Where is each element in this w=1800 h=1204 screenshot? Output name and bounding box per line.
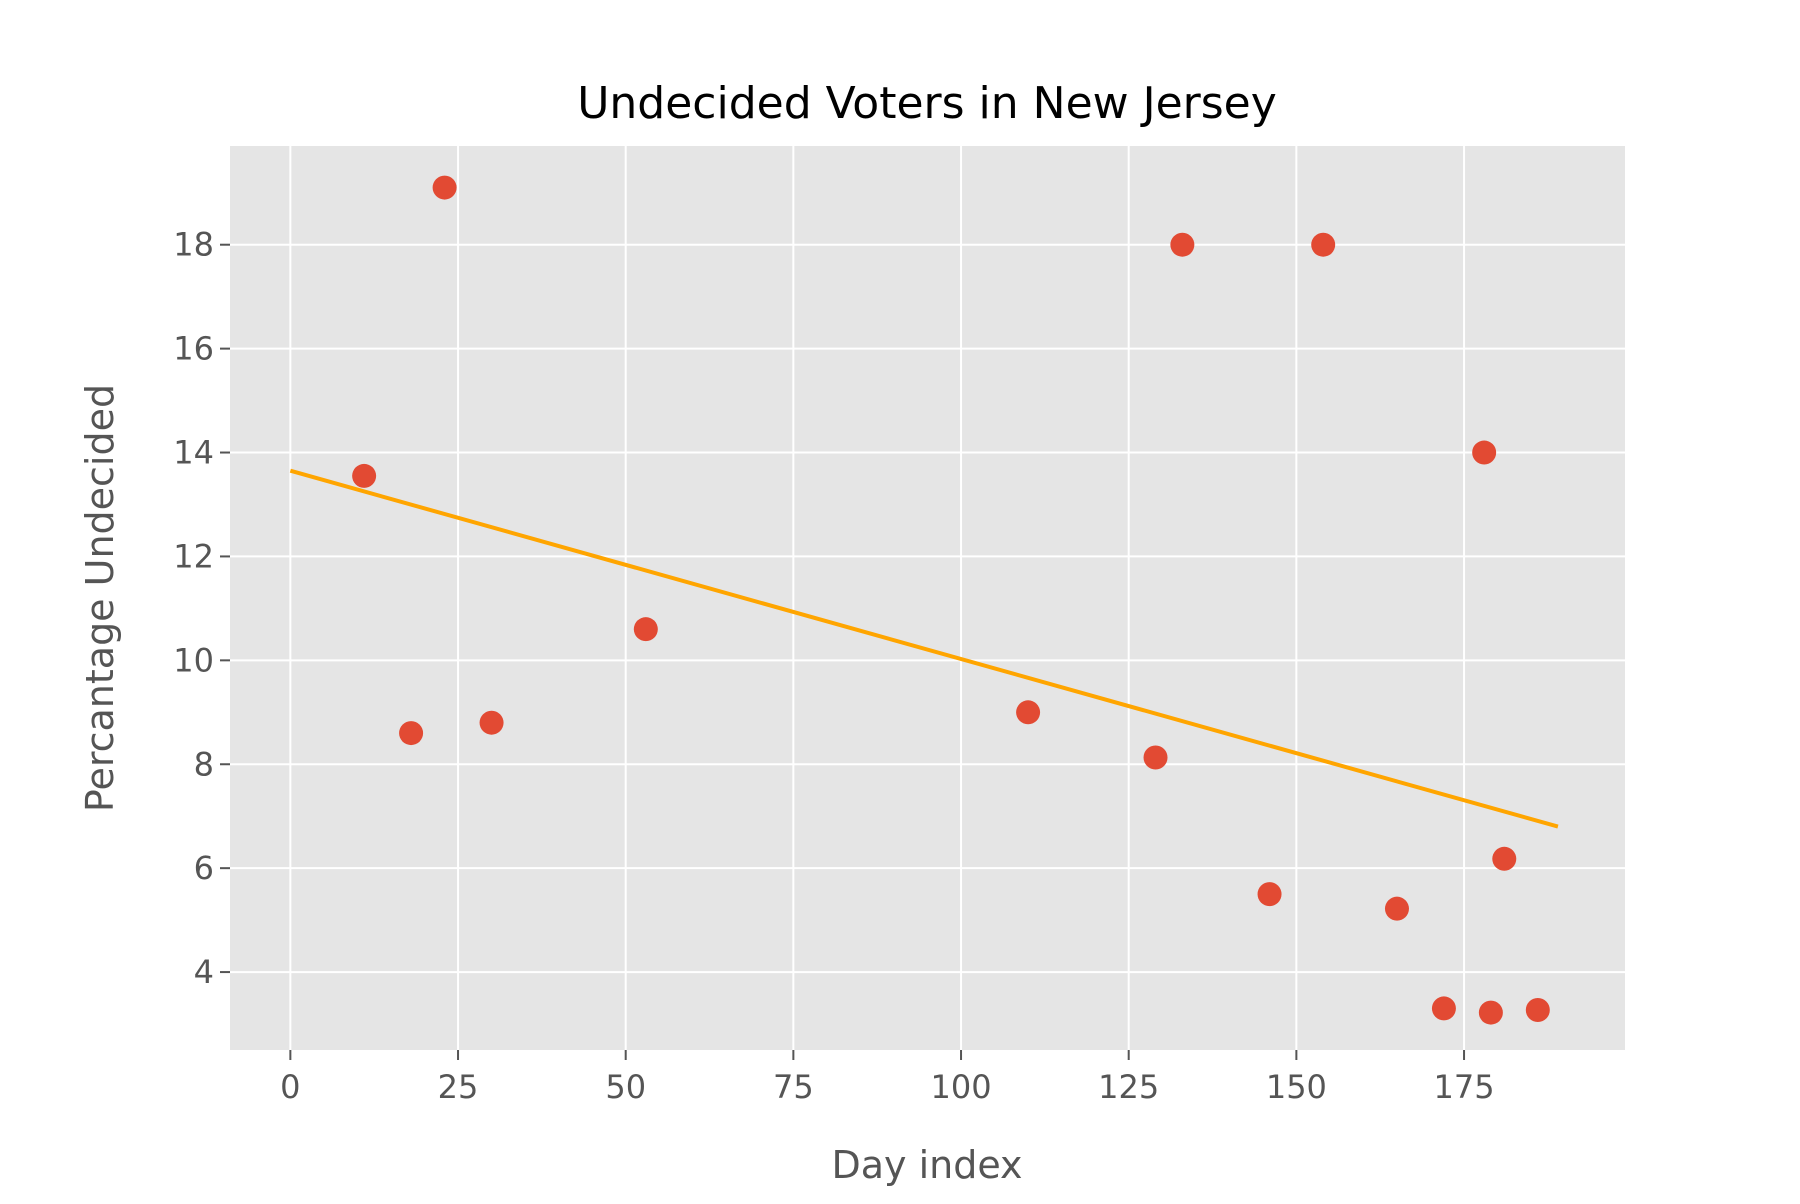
grid xyxy=(230,146,1625,1050)
y-tick-label: 10 xyxy=(173,641,214,679)
data-point xyxy=(1311,232,1336,257)
x-tick-label: 150 xyxy=(1266,1068,1327,1106)
y-tick-label: 12 xyxy=(173,537,214,575)
data-point xyxy=(1257,882,1282,907)
data-point xyxy=(1143,745,1168,770)
data-point xyxy=(432,175,457,200)
x-tick-label: 175 xyxy=(1433,1068,1494,1106)
chart-title: Undecided Voters in New Jersey xyxy=(577,78,1277,129)
data-point xyxy=(1472,440,1497,465)
y-tick-label: 18 xyxy=(173,226,214,264)
x-axis-ticks: 0 25 50 75 100 125 150 175 xyxy=(280,1050,1495,1106)
y-tick-label: 6 xyxy=(194,849,214,887)
y-tick-label: 16 xyxy=(173,330,214,368)
y-tick-label: 14 xyxy=(173,434,214,472)
trend-line xyxy=(289,468,1559,829)
data-point xyxy=(352,463,377,488)
data-point xyxy=(1016,700,1041,725)
data-point xyxy=(1492,846,1517,871)
data-point xyxy=(479,710,504,735)
y-axis-label: Percantage Undecided xyxy=(78,384,122,812)
data-point xyxy=(399,721,424,746)
trend-line-layer xyxy=(289,468,1559,829)
x-tick-label: 125 xyxy=(1098,1068,1159,1106)
x-axis-label: Day index xyxy=(831,1143,1022,1187)
x-tick-label: 50 xyxy=(605,1068,646,1106)
x-tick-label: 25 xyxy=(438,1068,479,1106)
data-point xyxy=(1431,996,1456,1021)
plot-background xyxy=(230,146,1625,1050)
y-tick-label: 4 xyxy=(194,953,214,991)
data-point xyxy=(633,617,658,642)
data-points xyxy=(352,175,1550,1025)
x-tick-label: 0 xyxy=(280,1068,300,1106)
y-tick-label: 8 xyxy=(194,745,214,783)
x-tick-label: 75 xyxy=(773,1068,814,1106)
data-point xyxy=(1478,1000,1503,1025)
x-tick-label: 100 xyxy=(930,1068,991,1106)
y-axis-ticks: 4 6 8 10 12 14 16 18 xyxy=(173,226,230,991)
data-point xyxy=(1170,232,1195,257)
data-point xyxy=(1525,997,1550,1022)
data-point xyxy=(1384,896,1409,921)
